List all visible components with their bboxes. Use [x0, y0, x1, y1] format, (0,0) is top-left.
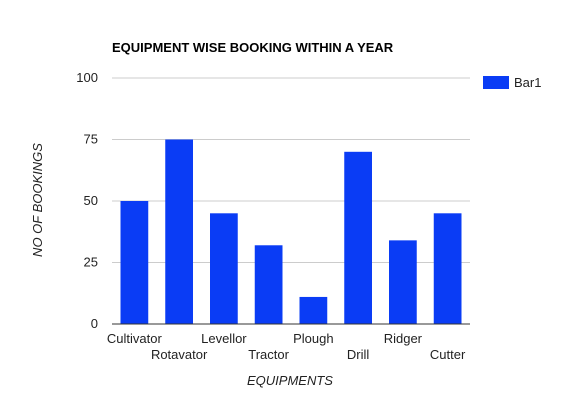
x-tick-label: Cultivator — [107, 331, 163, 346]
bar-plough — [299, 296, 328, 324]
bar-drill — [344, 151, 372, 324]
y-axis-title: NO OF BOOKINGS — [30, 143, 45, 257]
bars — [120, 139, 462, 324]
bar-tractor — [254, 245, 283, 324]
bar-levellor — [210, 213, 238, 324]
x-tick-label: Ridger — [384, 331, 423, 346]
x-axis-title: EQUIPMENTS — [247, 373, 333, 388]
y-tick-label: 75 — [84, 132, 98, 147]
y-tick-label: 100 — [76, 70, 98, 85]
y-axis-ticks: 0 25 50 75 100 — [76, 70, 98, 331]
x-tick-label: Drill — [347, 347, 369, 362]
bar-cultivator — [120, 201, 149, 324]
y-tick-label: 25 — [84, 255, 98, 270]
bar-ridger — [389, 240, 417, 324]
x-tick-label: Levellor — [201, 331, 247, 346]
legend-swatch — [483, 76, 509, 89]
chart-title: EQUIPMENT WISE BOOKING WITHIN A YEAR — [112, 40, 394, 55]
x-tick-label: Tractor — [248, 347, 289, 362]
y-tick-label: 50 — [84, 193, 98, 208]
bar-rotavator — [165, 139, 193, 324]
x-tick-label: Rotavator — [151, 347, 208, 362]
bar-cutter — [433, 213, 462, 324]
legend: Bar1 — [483, 75, 541, 90]
x-tick-label: Plough — [293, 331, 333, 346]
x-tick-label: Cutter — [430, 347, 466, 362]
legend-label: Bar1 — [514, 75, 541, 90]
y-tick-label: 0 — [91, 316, 98, 331]
